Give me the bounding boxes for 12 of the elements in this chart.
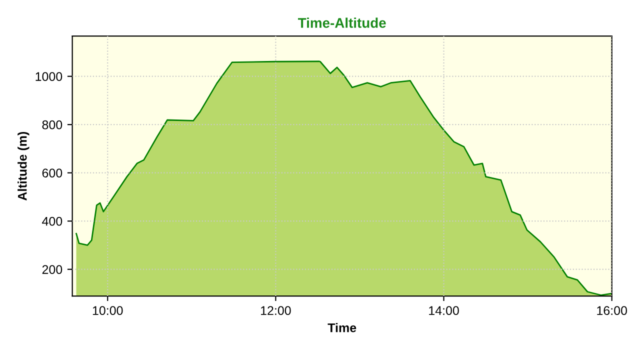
y-tick-label: 600 [42, 168, 62, 178]
x-tick-label: 14:00 [429, 306, 459, 316]
x-tick-label: 10:00 [92, 306, 123, 316]
y-axis-title: Altitude (m) [18, 132, 30, 200]
x-tick-label: 12:00 [261, 306, 291, 316]
x-tick-label: 16:00 [597, 306, 627, 316]
y-tick-label: 1000 [36, 72, 62, 81]
y-tick-label: 800 [42, 120, 62, 130]
chart-title: Time-Altitude [298, 18, 386, 28]
y-tick-label: 200 [42, 265, 62, 274]
y-tick-label: 400 [42, 216, 62, 226]
x-axis-title: Time [328, 323, 356, 332]
